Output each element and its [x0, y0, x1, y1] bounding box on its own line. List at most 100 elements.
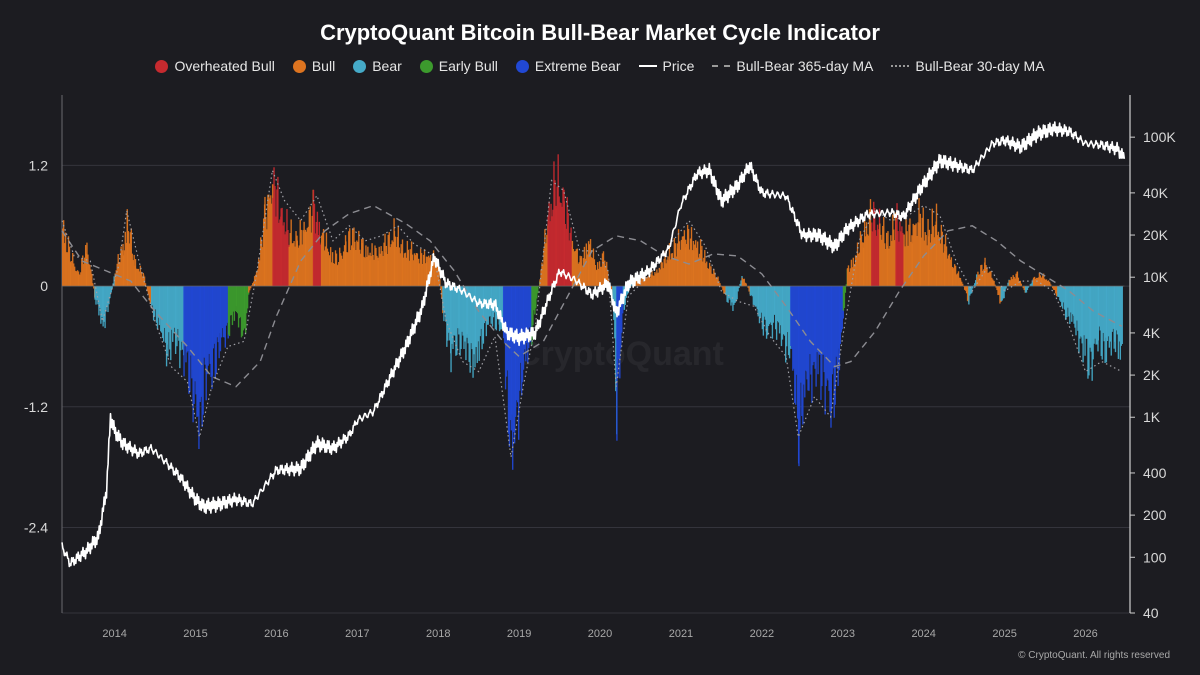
indicator-bar [1007, 282, 1009, 287]
indicator-bar [397, 225, 399, 287]
indicator-bar [73, 266, 76, 287]
indicator-bar [258, 257, 260, 287]
indicator-bar [818, 286, 820, 355]
legend-item-early-bull[interactable]: Early Bull [419, 58, 498, 74]
legend-item-ma365[interactable]: Bull-Bear 365-day MA [712, 58, 873, 74]
indicator-bar [155, 286, 158, 323]
legend-label-early-bull: Early Bull [438, 58, 498, 74]
indicator-bar [657, 272, 660, 287]
indicator-bar [442, 286, 444, 311]
indicator-bar [213, 286, 215, 344]
indicator-bar [497, 286, 499, 315]
indicator-bar [404, 252, 407, 287]
indicator-bar [591, 258, 594, 287]
indicator-bar [560, 203, 562, 287]
indicator-bar [811, 286, 813, 403]
indicator-bar [396, 237, 399, 287]
indicator-bar [809, 286, 811, 355]
legend-label-extreme-bear: Extreme Bear [534, 58, 621, 74]
indicator-bar [198, 286, 200, 449]
indicator-bar [790, 286, 792, 346]
indicator-bar [175, 286, 177, 338]
indicator-bar [643, 278, 645, 287]
indicator-bar [523, 286, 525, 355]
indicator-bar [284, 234, 286, 287]
indicator-bar [476, 286, 478, 363]
indicator-bar [113, 276, 115, 287]
indicator-bar [1015, 273, 1017, 287]
legend-item-ma30[interactable]: Bull-Bear 30-day MA [891, 58, 1045, 74]
indicator-bar [1091, 286, 1093, 381]
indicator-bar [1115, 286, 1118, 331]
legend-item-overheated-bull[interactable]: Overheated Bull [155, 58, 275, 74]
indicator-bar [843, 286, 846, 309]
indicator-bar [712, 274, 714, 287]
indicator-bar [930, 234, 933, 287]
indicator-bar [786, 286, 789, 333]
indicator-bar [190, 286, 192, 356]
indicator-bar [1022, 286, 1024, 289]
legend-item-bull[interactable]: Bull [292, 58, 335, 74]
indicator-bar [875, 235, 878, 287]
indicator-bar [958, 277, 961, 287]
indicator-bar [858, 252, 861, 287]
indicator-bar [709, 270, 711, 287]
indicator-bar [1034, 278, 1037, 287]
legend-item-price[interactable]: Price [638, 58, 694, 74]
indicator-bar [178, 286, 180, 341]
indicator-bar [904, 246, 906, 287]
indicator-bar [371, 243, 373, 287]
indicator-bar [717, 276, 719, 287]
indicator-bar [866, 234, 869, 287]
indicator-bar [162, 286, 164, 339]
legend-marker-overheated-bull [155, 59, 169, 73]
indicator-bar [792, 286, 794, 371]
indicator-bar [355, 250, 357, 287]
indicator-bar [651, 270, 653, 287]
indicator-bar [186, 286, 188, 353]
indicator-bar [1102, 286, 1104, 333]
indicator-bar [115, 270, 117, 287]
indicator-bar [577, 263, 579, 287]
indicator-bar [1045, 279, 1048, 287]
indicator-bar [772, 286, 775, 323]
indicator-bar [1025, 286, 1028, 293]
indicator-bar [193, 286, 195, 404]
indicator-bar [435, 267, 437, 287]
indicator-bar [1092, 286, 1094, 360]
legend-item-extreme-bear[interactable]: Extreme Bear [515, 58, 621, 74]
indicator-bar [891, 241, 893, 287]
indicator-bar [63, 243, 66, 287]
indicator-bar [1039, 275, 1042, 287]
indicator-bar [94, 286, 96, 300]
indicator-bar [532, 286, 534, 326]
indicator-bar [509, 286, 512, 421]
indicator-bar [543, 248, 545, 287]
indicator-bar [954, 265, 957, 287]
indicator-bar [89, 264, 91, 287]
indicator-bar [1059, 286, 1061, 301]
indicator-bar [223, 286, 226, 338]
indicator-bar [847, 265, 850, 287]
indicator-bar [879, 223, 881, 287]
indicator-bar [897, 231, 899, 287]
indicator-bar [537, 286, 539, 294]
indicator-bar [242, 286, 245, 331]
indicator-bar [744, 282, 746, 287]
indicator-bar [529, 286, 531, 328]
indicator-bar [1108, 286, 1111, 348]
indicator-bar [702, 261, 704, 287]
indicator-bar [993, 280, 995, 287]
indicator-bar [653, 275, 655, 287]
indicator-bar [102, 286, 104, 327]
indicator-bar [730, 286, 732, 306]
indicator-bar [340, 255, 343, 287]
indicator-bar [1099, 286, 1101, 331]
indicator-bar [776, 286, 779, 322]
indicator-bar [511, 286, 513, 415]
indicator-bar [173, 286, 175, 334]
indicator-bar [783, 286, 785, 335]
legend-item-bear[interactable]: Bear [353, 58, 402, 74]
legend-marker-extreme-bear [515, 59, 529, 73]
